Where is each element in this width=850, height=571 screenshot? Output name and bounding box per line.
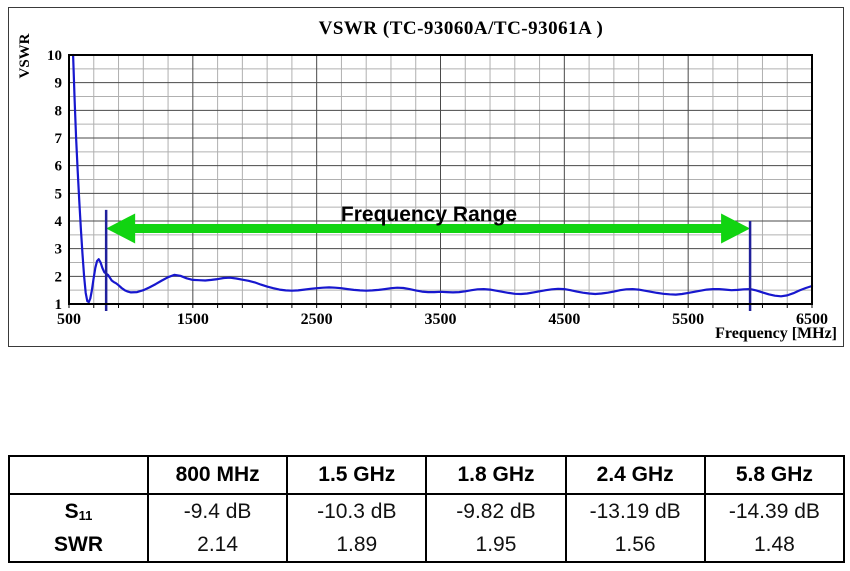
y-tick-label: 6: [55, 159, 63, 175]
value-cell: 1.95: [425, 528, 567, 562]
x-tick-label: 2500: [301, 311, 333, 328]
grid-major: [69, 55, 812, 304]
axis-ticks: [68, 304, 813, 308]
y-tick-label: 10: [47, 48, 62, 64]
y-tick-labels: 1 2 3 4 5 6 7 8 9 10: [47, 48, 63, 313]
y-tick-label: 7: [55, 131, 63, 147]
band-edge-markers: [104, 209, 752, 311]
value-cell: -13.19 dB: [564, 494, 706, 528]
value-cell: 1.48: [703, 528, 846, 562]
table-row: S11 -9.4 dB -10.3 dB -9.82 dB -13.19 dB -14.3…: [8, 494, 846, 528]
value-cell: -10.3 dB: [286, 494, 428, 528]
chart-title: VSWR (TC-93060A/TC-93061A ): [318, 18, 604, 39]
x-tick-label: 6500: [796, 311, 828, 328]
results-table: 800 MHz 1.5 GHz 1.8 GHz 2.4 GHz 5.8 GHz S11-…: [8, 455, 846, 563]
vswr-chart-frame: VSWR (TC-93060A/TC-93061A ) VSWR 500 1500…: [8, 7, 844, 347]
frequency-header-cell: 1.5 GHz: [286, 456, 428, 495]
x-tick-label: 1500: [177, 311, 209, 328]
value-cell: -9.82 dB: [425, 494, 567, 528]
y-tick-label: 3: [55, 242, 63, 258]
row-label: S11: [8, 494, 149, 528]
results-table-head: 800 MHz 1.5 GHz 1.8 GHz 2.4 GHz 5.8 GHz: [8, 456, 846, 495]
frequency-header-cell: 5.8 GHz: [703, 456, 846, 495]
vswr-plot-canvas: 500 1500 2500 3500 4500 5500 6500 1 2 3 4 5 6 7 8 9 10: [47, 48, 828, 328]
table-row: SWR 2.14 1.89 1.95 1.56 1.48: [8, 528, 846, 562]
corner-cell: [8, 456, 149, 495]
y-tick-label: 8: [55, 103, 63, 119]
row-label-subscript: 11: [78, 507, 93, 523]
value-cell: 1.56: [564, 528, 706, 562]
value-cell: 2.14: [146, 528, 289, 562]
frequency-range-arrow: [106, 213, 751, 244]
value-cell: 1.89: [286, 528, 428, 562]
y-tick-label: 1: [55, 297, 63, 313]
y-tick-label: 4: [55, 214, 63, 230]
y-tick-label: 5: [55, 186, 63, 202]
x-tick-label: 500: [57, 311, 81, 328]
value-cell: -14.39 dB: [703, 494, 846, 528]
value-cell: -9.4 dB: [146, 494, 289, 528]
row-label: SWR: [8, 528, 149, 562]
results-table-body: S11 -9.4 dB -10.3 dB -9.82 dB -13.19 dB -14.3…: [8, 494, 846, 562]
x-axis-title: Frequency [MHz]: [715, 325, 837, 342]
x-tick-labels: 500 1500 2500 3500 4500 5500 6500: [57, 311, 828, 328]
frequency-header-cell: 800 MHz: [146, 456, 289, 495]
frequency-header-cell: 2.4 GHz: [564, 456, 706, 495]
frequency-range-label: Frequency Range: [340, 203, 518, 226]
x-tick-label: 4500: [548, 311, 580, 328]
frequency-header-cell: 1.8 GHz: [425, 456, 567, 495]
y-tick-label: 9: [55, 76, 63, 92]
vswr-curve: [71, 53, 814, 304]
x-tick-label: 5500: [672, 311, 704, 328]
table-header-row: 800 MHz 1.5 GHz 1.8 GHz 2.4 GHz 5.8 GHz: [8, 456, 846, 495]
x-tick-label: 3500: [425, 311, 457, 328]
y-tick-label: 2: [55, 269, 63, 285]
